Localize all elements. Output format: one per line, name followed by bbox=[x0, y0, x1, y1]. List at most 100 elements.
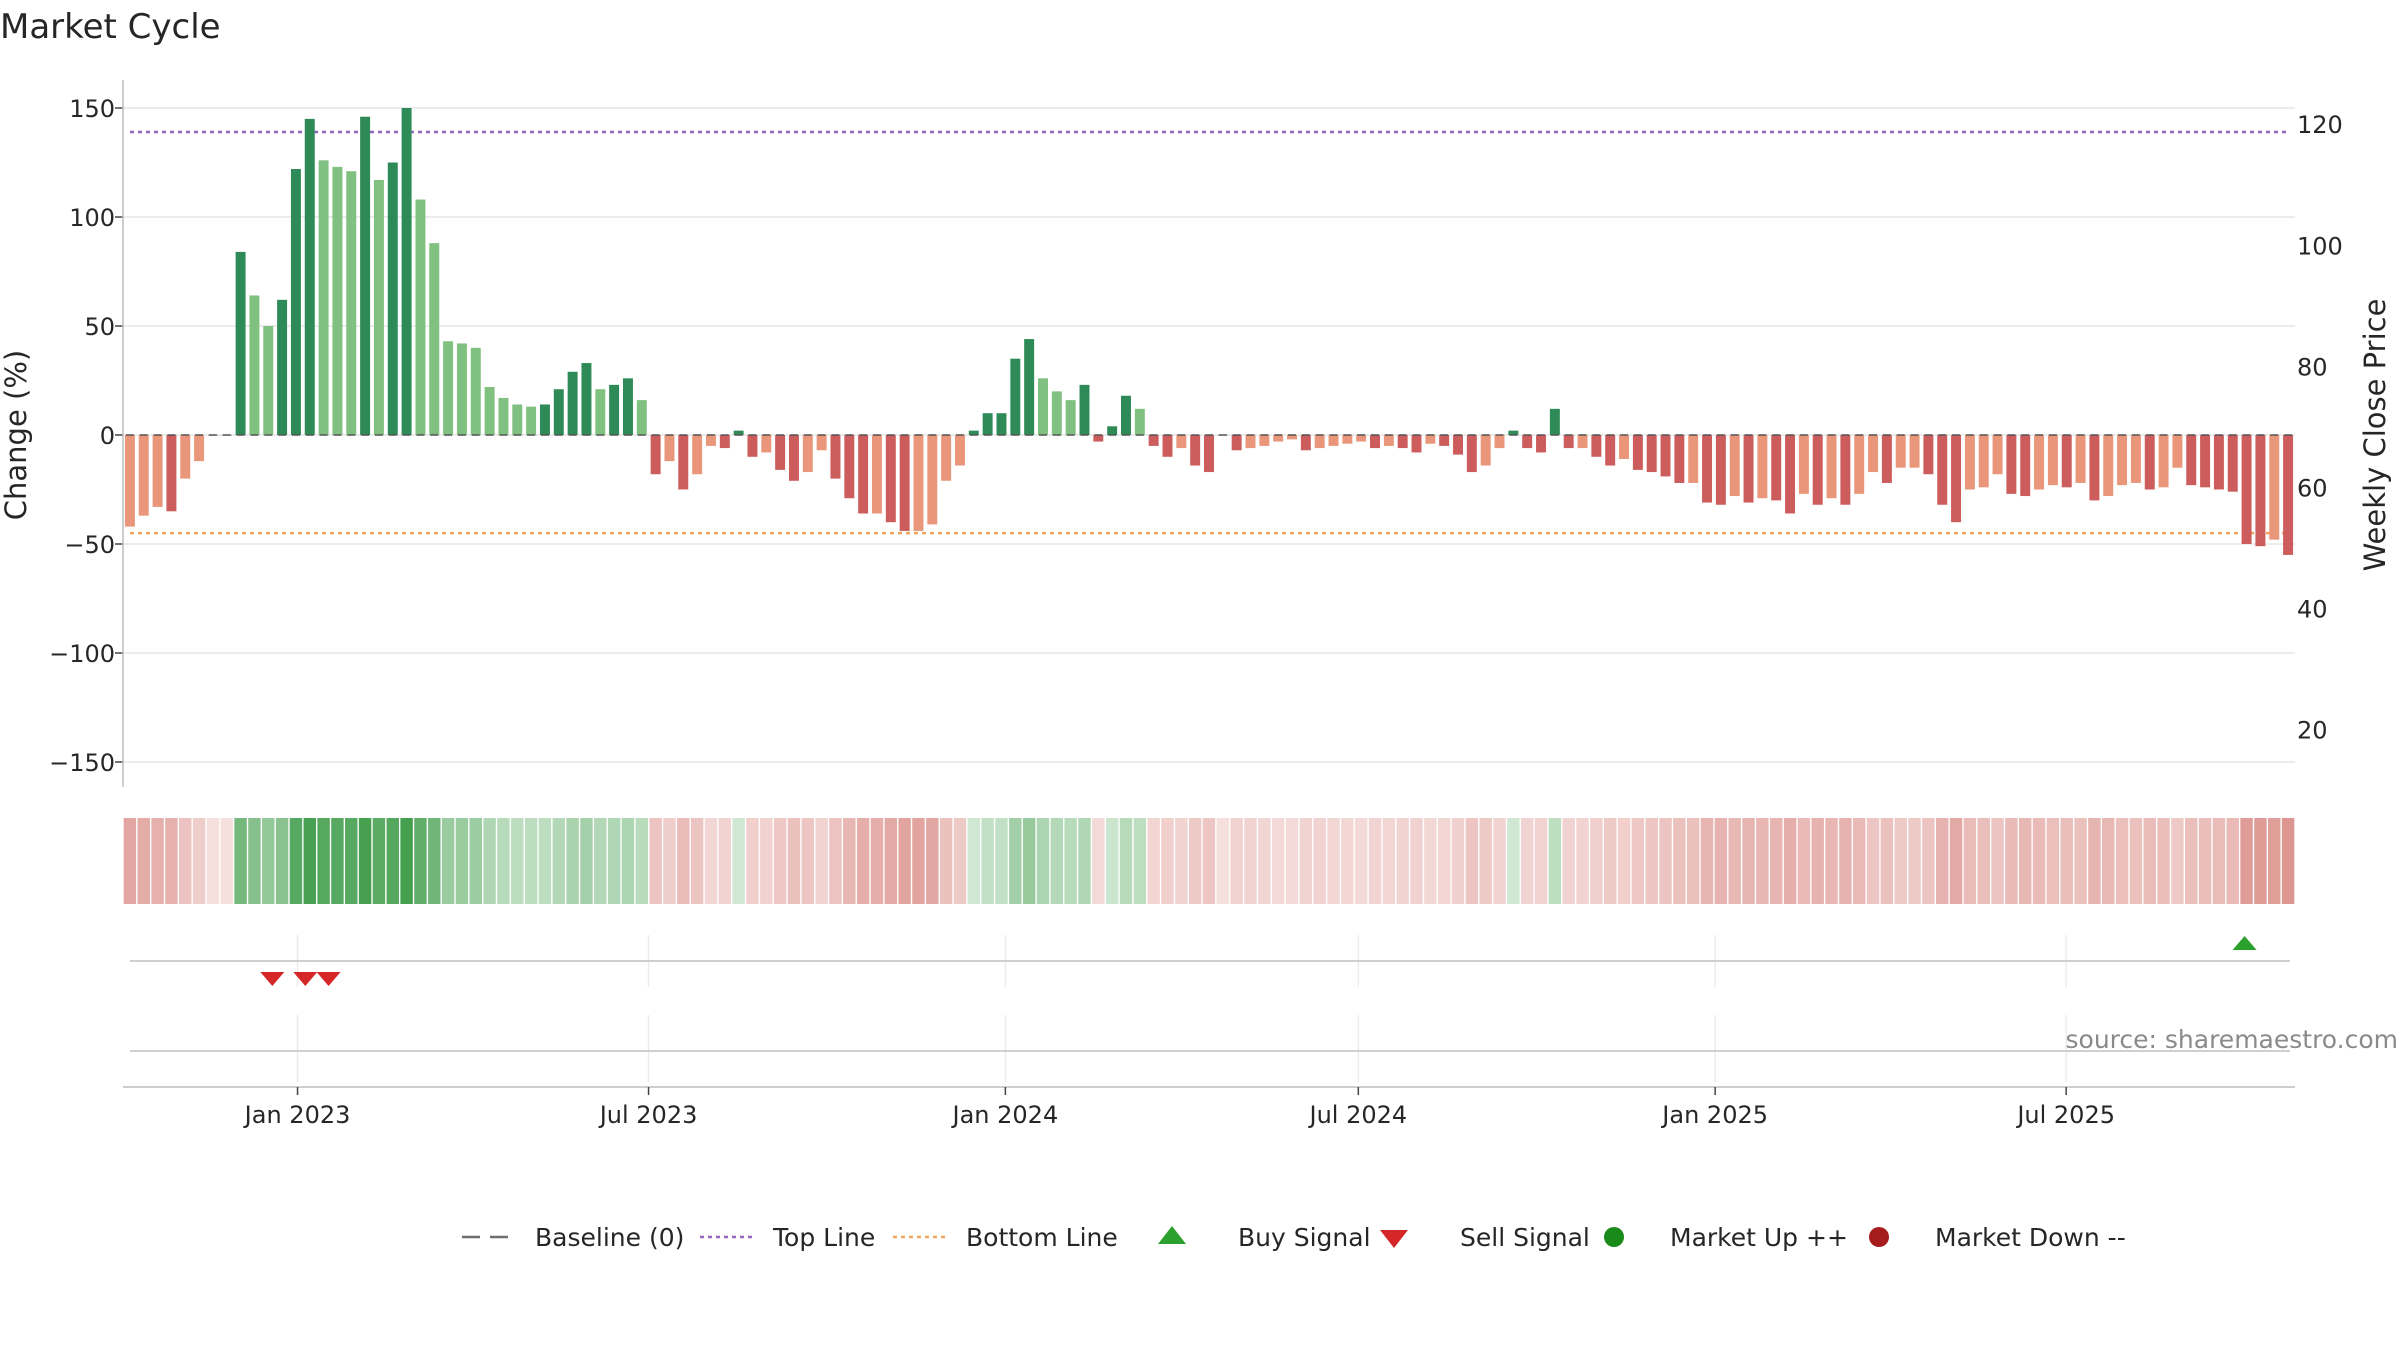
x-tick-label: Jan 2023 bbox=[243, 1101, 351, 1129]
legend-item: Bottom Line bbox=[893, 1223, 1118, 1252]
bar bbox=[235, 251, 246, 435]
heat-cell bbox=[1590, 818, 1603, 904]
bar bbox=[1605, 435, 1616, 466]
bar bbox=[609, 384, 620, 435]
legend-item: Baseline (0) bbox=[462, 1223, 684, 1252]
bar bbox=[166, 435, 177, 512]
bar bbox=[1425, 435, 1436, 444]
bar bbox=[2006, 435, 2017, 494]
heat-cell bbox=[967, 818, 981, 904]
bar bbox=[1826, 435, 1837, 499]
bar bbox=[955, 435, 965, 466]
bar bbox=[484, 387, 495, 435]
bar bbox=[567, 371, 578, 435]
bar bbox=[1079, 384, 1090, 435]
bar bbox=[1466, 435, 1477, 473]
heat-cell bbox=[1078, 818, 1091, 904]
bar bbox=[1964, 435, 1975, 490]
bar bbox=[595, 389, 606, 435]
bar bbox=[871, 435, 882, 514]
bar bbox=[1273, 435, 1284, 442]
bar bbox=[2255, 435, 2266, 547]
bar bbox=[1840, 435, 1851, 505]
legend-swatch bbox=[1380, 1230, 1408, 1248]
heat-cell bbox=[1050, 818, 1064, 904]
heat-cell bbox=[248, 818, 261, 904]
x-tick-label: Jul 2025 bbox=[2015, 1101, 2115, 1129]
bar bbox=[263, 326, 274, 435]
y-tick-label: −100 bbox=[49, 640, 115, 668]
legend-item: Market Down -- bbox=[1869, 1223, 2126, 1252]
bar bbox=[1771, 435, 1782, 501]
heat-cell bbox=[1894, 818, 1907, 904]
bar bbox=[1051, 391, 1062, 435]
y2-tick-label: 20 bbox=[2297, 717, 2328, 745]
bar bbox=[1259, 435, 1270, 446]
heat-cell bbox=[1202, 818, 1216, 904]
bar bbox=[802, 435, 813, 473]
bar bbox=[194, 435, 205, 462]
bar bbox=[1909, 435, 1920, 468]
heat-cell bbox=[981, 818, 994, 904]
heat-cell bbox=[1963, 818, 1977, 904]
heat-cell bbox=[1880, 818, 1894, 904]
heat-cell bbox=[594, 818, 607, 904]
heat-cell bbox=[497, 818, 510, 904]
heat-cell bbox=[1424, 818, 1437, 904]
heat-cell bbox=[1230, 818, 1243, 904]
bar bbox=[2241, 435, 2252, 544]
bar bbox=[429, 243, 440, 435]
heat-cell bbox=[649, 818, 662, 904]
heat-cell bbox=[1852, 818, 1866, 904]
heat-cell bbox=[345, 818, 358, 904]
heat-cell bbox=[1991, 818, 2004, 904]
bar bbox=[747, 435, 758, 457]
heat-cell bbox=[137, 818, 150, 904]
heat-cell bbox=[414, 818, 427, 904]
heat-cell bbox=[1548, 818, 1562, 904]
heat-cell bbox=[2005, 818, 2018, 904]
heat-cell bbox=[635, 818, 649, 904]
bar bbox=[1743, 435, 1754, 503]
bar bbox=[858, 435, 869, 514]
bar bbox=[512, 404, 523, 435]
heat-cell bbox=[289, 818, 303, 904]
heat-cell bbox=[690, 818, 704, 904]
heat-cell bbox=[1603, 818, 1617, 904]
bar bbox=[2103, 435, 2114, 497]
bar bbox=[733, 430, 744, 435]
heat-cell bbox=[1520, 818, 1534, 904]
heat-cell bbox=[524, 818, 538, 904]
bar bbox=[927, 435, 938, 525]
heat-cell bbox=[746, 818, 759, 904]
heat-cell bbox=[718, 818, 732, 904]
signal-panel bbox=[130, 935, 2290, 987]
heat-cell bbox=[580, 818, 593, 904]
heat-cell bbox=[123, 818, 137, 904]
heat-cell bbox=[2281, 818, 2295, 904]
heat-cell bbox=[1437, 818, 1451, 904]
y-tick-label: 100 bbox=[69, 204, 115, 232]
bar bbox=[456, 343, 467, 435]
bar bbox=[816, 435, 827, 451]
bar bbox=[692, 435, 703, 475]
x-tick-label: Jan 2024 bbox=[951, 1101, 1059, 1129]
bar bbox=[2186, 435, 2197, 486]
heat-cell bbox=[2212, 818, 2226, 904]
bar bbox=[2061, 435, 2072, 488]
legend-item: Buy Signal bbox=[1158, 1223, 1371, 1252]
bar bbox=[526, 406, 537, 435]
bar bbox=[1480, 435, 1491, 466]
bar bbox=[2130, 435, 2141, 483]
heat-cell bbox=[2060, 818, 2073, 904]
bar bbox=[1093, 435, 1104, 442]
heat-cell bbox=[1797, 818, 1811, 904]
bar bbox=[1287, 435, 1297, 440]
legend-label: Sell Signal bbox=[1460, 1223, 1590, 1252]
bar bbox=[290, 169, 301, 436]
heat-cell bbox=[1949, 818, 1963, 904]
bar bbox=[2269, 435, 2280, 540]
heat-cell bbox=[1479, 818, 1492, 904]
bar bbox=[761, 435, 772, 453]
heat-cell bbox=[773, 818, 787, 904]
